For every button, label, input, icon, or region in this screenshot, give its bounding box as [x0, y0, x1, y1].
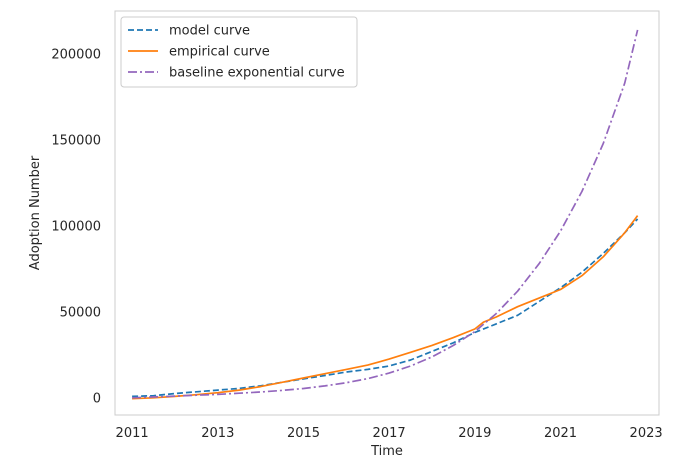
y-axis-ticks: 0 50000 100000 150000 200000 [51, 48, 101, 407]
x-axis-label: Time [370, 444, 403, 459]
y-axis-label: Adoption Number [28, 155, 43, 270]
y-tick-label: 100000 [51, 219, 101, 234]
x-tick-label: 2011 [116, 426, 149, 441]
series-line-baseline-exponential-curve [132, 29, 639, 399]
y-tick-label: 0 [93, 391, 101, 406]
legend-entries: model curve empirical curve baseline expon… [128, 24, 345, 81]
x-tick-label: 2019 [458, 426, 491, 441]
x-tick-label: 2023 [630, 426, 663, 441]
y-tick-label: 150000 [51, 133, 101, 148]
x-tick-label: 2013 [201, 426, 234, 441]
y-tick-label: 200000 [51, 48, 101, 63]
x-axis-ticks: 2011 2013 2015 2017 2019 2021 2023 [116, 426, 663, 441]
x-tick-label: 2021 [544, 426, 577, 441]
legend-label-model-curve: model curve [169, 24, 250, 39]
x-tick-label: 2017 [373, 426, 406, 441]
series-line-model-curve [132, 218, 639, 398]
legend: model curve empirical curve baseline expon… [120, 16, 358, 88]
series-line-empirical-curve [132, 215, 639, 400]
legend-label-baseline-exponential-curve: baseline exponential curve [169, 66, 345, 81]
legend-label-empirical-curve: empirical curve [169, 45, 270, 60]
series-layer [132, 29, 639, 400]
y-tick-label: 50000 [60, 305, 101, 320]
legend-frame [120, 16, 358, 88]
x-tick-label: 2015 [287, 426, 320, 441]
